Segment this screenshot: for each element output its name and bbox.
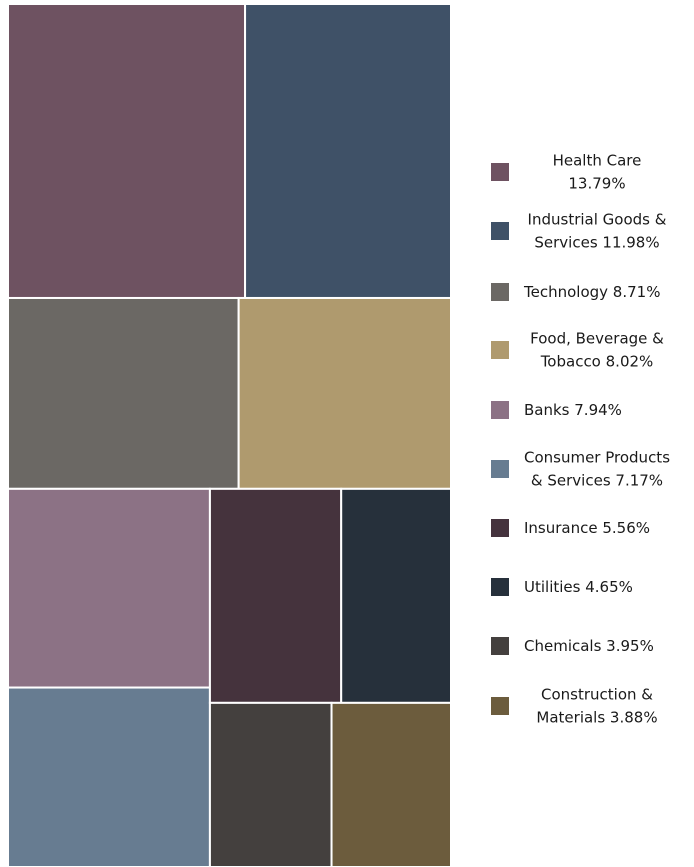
treemap-cell-7 [208, 487, 343, 704]
legend-swatch-3 [491, 283, 509, 301]
legend-label-3-line-1: Technology 8.71% [523, 283, 660, 301]
treemap-cell-5 [7, 487, 211, 689]
treemap-cell-4 [237, 296, 452, 490]
treemap-cell-6 [7, 686, 211, 867]
legend-swatch-2 [491, 222, 509, 240]
treemap-cell-9 [208, 701, 333, 867]
legend-swatch-7 [491, 519, 509, 537]
legend-label-1-line-2: 13.79% [568, 175, 625, 193]
legend-label-5-line-1: Banks 7.94% [524, 401, 622, 419]
legend-label-6-line-1: Consumer Products [524, 449, 670, 467]
treemap-cell-10 [330, 701, 452, 867]
legend-label-10-line-2: Materials 3.88% [536, 709, 657, 727]
legend-swatch-8 [491, 578, 509, 596]
treemap-cell-1 [7, 3, 247, 299]
legend-label-6-line-2: & Services 7.17% [531, 472, 663, 490]
treemap-cell-8 [340, 487, 452, 704]
legend-label-7-line-1: Insurance 5.56% [524, 519, 650, 537]
legend-label-9-line-1: Chemicals 3.95% [524, 637, 654, 655]
legend-swatch-5 [491, 401, 509, 419]
legend-swatch-10 [491, 697, 509, 715]
legend-label-10-line-1: Construction & [541, 686, 653, 704]
legend-label-8-line-1: Utilities 4.65% [524, 578, 633, 596]
legend-label-2-line-1: Industrial Goods & [528, 211, 667, 229]
legend-label-1-line-1: Health Care [553, 152, 642, 170]
legend-label-4-line-2: Tobacco 8.02% [540, 353, 654, 371]
legend-swatch-6 [491, 460, 509, 478]
legend-label-2-line-2: Services 11.98% [534, 234, 659, 252]
legend-swatch-4 [491, 341, 509, 359]
treemap-cell-3 [7, 296, 240, 490]
treemap-cell-2 [244, 3, 452, 299]
legend-label-4-line-1: Food, Beverage & [530, 330, 664, 348]
legend-swatch-1 [491, 163, 509, 181]
legend-swatch-9 [491, 637, 509, 655]
treemap-area [7, 3, 452, 867]
legend: Health Care 13.79% Industrial Goods & Servi… [491, 152, 670, 727]
